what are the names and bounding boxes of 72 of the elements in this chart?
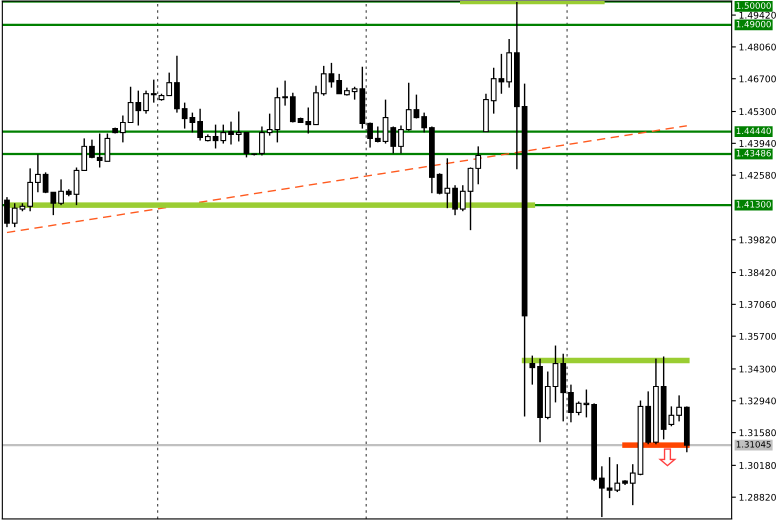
candlestick: [320, 65, 327, 96]
candlestick: [374, 126, 381, 144]
candlestick: [228, 120, 234, 146]
candlestick: [584, 388, 590, 418]
candlestick: [414, 94, 420, 120]
candlestick: [12, 202, 18, 228]
candlestick: [460, 184, 466, 212]
candlestick: [576, 400, 582, 416]
candlestick: [74, 166, 80, 206]
candlestick: [468, 166, 474, 231]
candlestick: [282, 80, 288, 106]
candlestick: [27, 168, 34, 212]
candlestick: [452, 184, 458, 216]
candlestick: [382, 98, 388, 144]
y-tick-label: 1.30180: [740, 462, 776, 469]
candlestick: [150, 78, 157, 104]
y-tick-label: 1.31580: [740, 429, 776, 436]
ref-line-label: 1.31045: [736, 441, 771, 448]
candlestick: [120, 114, 126, 144]
candlestick: [630, 464, 636, 506]
ref-line-label: 1.44440: [736, 128, 771, 134]
candlestick: [212, 124, 218, 150]
candlestick: [104, 132, 110, 162]
candlestick: [305, 106, 312, 134]
y-tick-label: 1.34300: [740, 366, 776, 373]
candlestick: [259, 126, 265, 156]
y-tick-label: 1.28820: [740, 494, 776, 501]
candlestick: [444, 158, 450, 209]
y-tick-label: 1.46700: [740, 75, 776, 82]
y-tick-label: 1.43940: [740, 140, 776, 147]
candlestick: [498, 53, 504, 94]
candlestick: [182, 102, 188, 130]
candlestick: [529, 354, 536, 386]
y-tick-label: 1.38420: [740, 269, 776, 276]
y-tick-label: 1.48060: [740, 44, 776, 51]
candlestick: [352, 86, 358, 100]
candlestick: [244, 132, 250, 158]
candlestick: [490, 67, 497, 114]
candlestick: [135, 90, 142, 126]
candlestick: [96, 132, 103, 168]
ref-line-label: 1.41300: [736, 201, 771, 208]
candlestick: [220, 124, 226, 144]
candlestick: [606, 456, 612, 499]
candlestick: [614, 464, 620, 493]
ref-line-label: 1.49000: [736, 20, 771, 28]
y-tick-label: 1.37060: [740, 301, 776, 308]
y-tick-label: 1.49420: [740, 12, 776, 19]
candlestick: [143, 90, 149, 114]
candlestick: [552, 344, 558, 404]
candlestick: [89, 138, 95, 160]
candlestick: [328, 62, 334, 88]
y-tick-label: 1.42580: [740, 172, 776, 179]
candlestick: [367, 122, 373, 148]
candlestick: [128, 86, 134, 124]
candlestick: [336, 73, 342, 94]
candlestick: [475, 146, 482, 185]
candlestick: [50, 192, 56, 216]
y-tick-label: 1.45300: [740, 108, 776, 116]
candlestick: [266, 112, 273, 136]
y-tick-label: 1.35700: [740, 332, 776, 340]
y-tick-label: 1.32940: [740, 397, 776, 404]
candlestick: [58, 178, 64, 206]
candlestick: [236, 110, 242, 142]
candlestick: [406, 82, 412, 132]
candlestick: [398, 124, 404, 154]
ref-line-label: 1.50000: [736, 2, 771, 9]
candlestick: [166, 72, 172, 96]
candlestick: [568, 384, 574, 423]
y-tick-label: 1.39820: [740, 236, 776, 244]
candlestick: [390, 126, 396, 154]
candlestick: [421, 112, 428, 134]
ref-line-label: 1.43486: [736, 150, 771, 156]
